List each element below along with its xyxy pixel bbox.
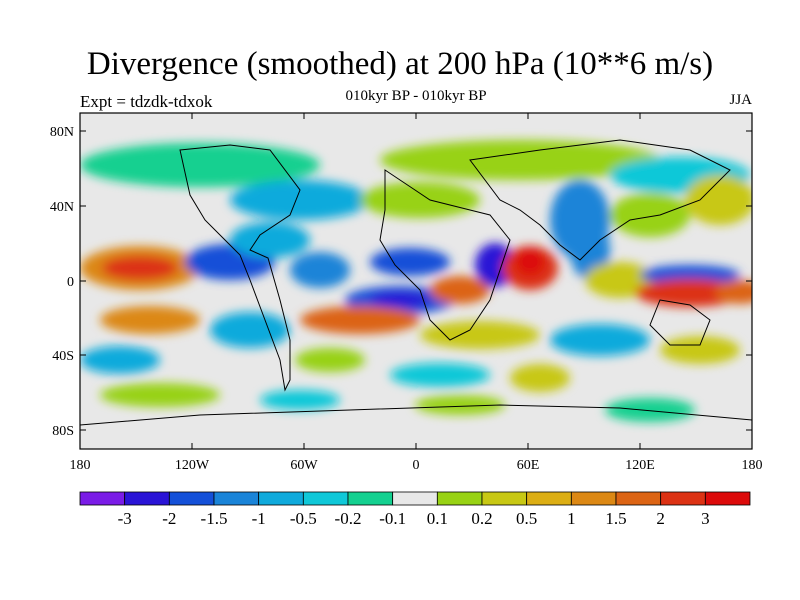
- lon-tick-label: 0: [413, 458, 420, 473]
- colorbar-label: 0.2: [471, 509, 492, 528]
- colorbar-swatch: [660, 491, 706, 506]
- coastlines: [80, 139, 752, 426]
- colorbar-swatch: [213, 491, 260, 506]
- colorbar-swatch: [615, 491, 662, 506]
- divergence-blobs: [80, 140, 752, 422]
- lat-tick-label: 40S: [52, 349, 74, 364]
- colorbar-label: -2: [162, 509, 176, 528]
- lon-tick-label: 120W: [175, 458, 210, 473]
- lat-tick-label: 80S: [52, 424, 74, 439]
- colorbar: -3 -2 -1.5 -1 -0.5 -0.2 -0.1 0.1 0.2 0.5 1 1.5 2 3: [79, 491, 751, 528]
- colorbar-swatch: [392, 491, 438, 506]
- season-label: JJA: [729, 92, 752, 108]
- experiment-label: Expt = tdzdk-tdxok: [80, 92, 213, 111]
- colorbar-swatch: [704, 491, 751, 506]
- lat-tick-label: 40N: [50, 200, 74, 215]
- colorbar-swatch: [258, 491, 304, 506]
- colorbar-label: -1.5: [201, 509, 228, 528]
- colorbar-swatch: [481, 491, 528, 506]
- colorbar-swatch: [436, 491, 483, 506]
- colorbar-swatch: [168, 491, 215, 506]
- lon-tick-label: 180: [70, 458, 91, 473]
- colorbar-swatch: [302, 491, 349, 506]
- colorbar-label: 0.1: [427, 509, 448, 528]
- lat-tick-label: 0: [67, 275, 74, 290]
- chart-title: Divergence (smoothed) at 200 hPa (10**6 …: [86, 46, 714, 82]
- colorbar-swatch: [79, 491, 126, 506]
- divergence-field: [80, 113, 752, 449]
- lon-tick-label: 120E: [625, 458, 655, 473]
- colorbar-swatch: [570, 491, 617, 506]
- lon-tick-label: 60W: [290, 458, 318, 473]
- lon-tick-label: 60E: [517, 458, 540, 473]
- colorbar-label: -0.1: [379, 509, 406, 528]
- colorbar-swatch: [124, 491, 170, 506]
- colorbar-swatch: [347, 491, 394, 506]
- colorbar-label: 3: [701, 509, 710, 528]
- colorbar-label: 2: [656, 509, 665, 528]
- axis-ticks: 80N 40N 0 40S 80S 180 120W 60W 0 60E 120E 180: [50, 113, 763, 473]
- colorbar-label: -3: [118, 509, 132, 528]
- colorbar-label: 0.5: [516, 509, 537, 528]
- colorbar-label: 1: [567, 509, 576, 528]
- period-label: 010kyr BP - 010kyr BP: [345, 88, 487, 104]
- lat-tick-label: 80N: [50, 125, 74, 140]
- colorbar-label: -0.2: [335, 509, 362, 528]
- colorbar-label: 1.5: [605, 509, 626, 528]
- colorbar-swatch: [526, 491, 572, 506]
- lon-tick-label: 180: [742, 458, 763, 473]
- colorbar-label: -0.5: [290, 509, 317, 528]
- colorbar-label: -1: [252, 509, 266, 528]
